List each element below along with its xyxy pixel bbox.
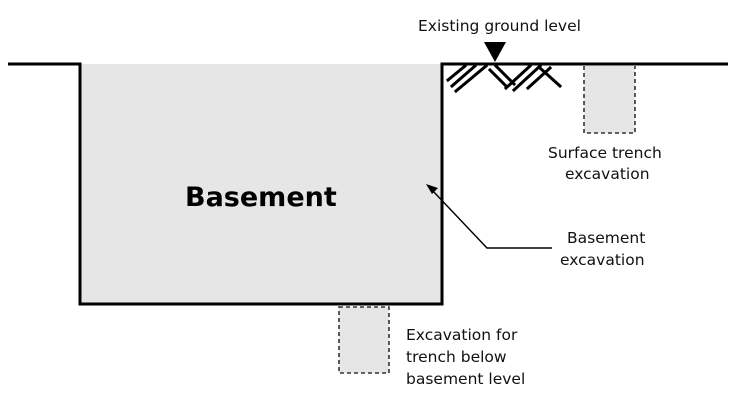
basement-excavation-label-line1: Basement xyxy=(567,229,645,247)
surface-trench xyxy=(583,66,636,134)
ground-level-marker-icon xyxy=(484,42,506,62)
basement-area xyxy=(80,64,442,304)
below-trench-label-line2: trench below xyxy=(406,348,507,366)
ground-level-label: Existing ground level xyxy=(418,17,581,35)
below-trench-label-line1: Excavation for xyxy=(406,326,518,344)
basement-excavation-leader xyxy=(431,189,552,249)
below-trench-label-line3: basement level xyxy=(406,370,525,388)
surface-trench-label-line1: Surface trench xyxy=(548,144,662,162)
basement-label: Basement xyxy=(185,182,337,213)
below-basement-trench xyxy=(338,306,390,374)
surface-trench-label-line2: excavation xyxy=(565,165,650,183)
basement-excavation-label-line2: excavation xyxy=(560,251,645,269)
ground-and-basement-outline xyxy=(8,62,728,306)
leader-arrowhead-icon xyxy=(426,184,438,194)
ground-hatch xyxy=(445,63,563,94)
